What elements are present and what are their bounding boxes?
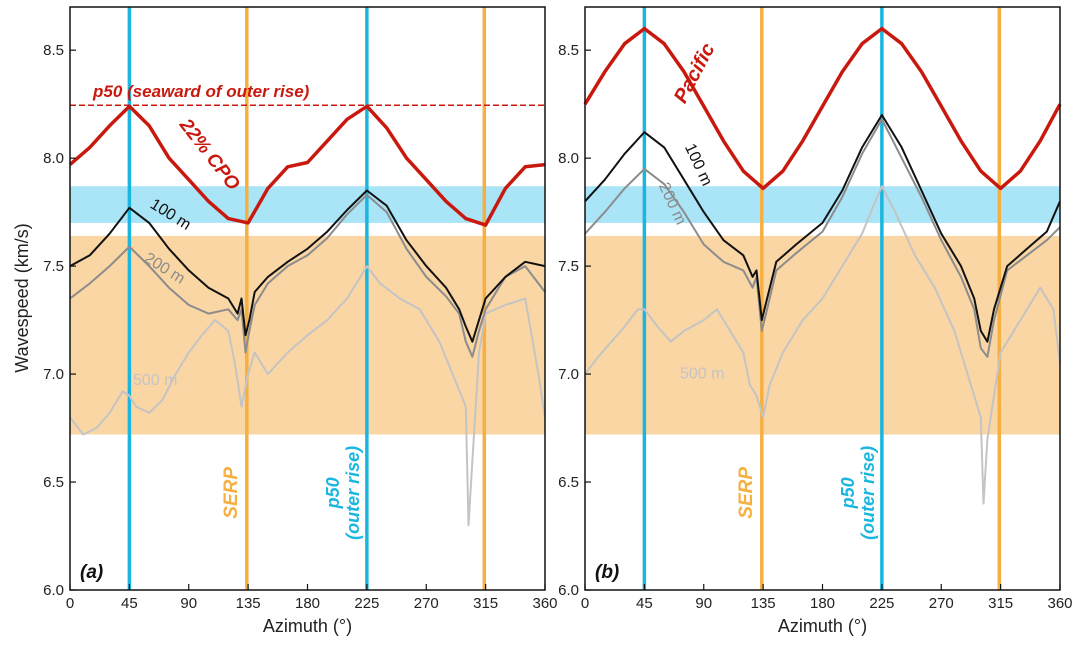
y-tick-label: 7.0 — [558, 366, 579, 383]
series-d500-line — [69, 265, 546, 527]
y-tick-label: 7.5 — [558, 258, 579, 275]
p50-outer-label: p50 — [323, 477, 343, 509]
x-tick-label: 0 — [581, 595, 589, 612]
x-tick-label: 225 — [354, 595, 379, 612]
y-axis-label: Wavespeed (km/s) — [12, 223, 32, 372]
x-tick-label: 180 — [810, 595, 835, 612]
x-tick-label: 225 — [869, 595, 894, 612]
x-tick-label: 360 — [532, 595, 557, 612]
y-tick-label: 6.0 — [43, 582, 64, 599]
x-tick-label: 0 — [66, 595, 74, 612]
cyan-band — [585, 186, 1060, 223]
x-tick-label: 135 — [236, 595, 261, 612]
x-axis-label: Azimuth (°) — [263, 616, 352, 636]
series-d200-line — [584, 118, 1061, 358]
y-tick-label: 8.0 — [43, 150, 64, 167]
x-axis-label: Azimuth (°) — [778, 616, 867, 636]
x-tick-label: 135 — [751, 595, 776, 612]
y-tick-label: 8.0 — [558, 150, 579, 167]
x-tick-label: 315 — [988, 595, 1013, 612]
x-tick-label: 180 — [295, 595, 320, 612]
series-d200-line — [69, 193, 546, 358]
y-tick-label: 6.5 — [43, 474, 64, 491]
x-tick-label: 45 — [636, 595, 653, 612]
p50-seaward-label: p50 (seaward of outer rise) — [92, 82, 310, 101]
panel-a-chart: 0 45 90 135 180 225 270 315 360 6.0 6.5 7.0 7.5 8.0 8.… — [43, 6, 558, 636]
outer-rise-label: (outer rise) — [858, 446, 878, 540]
x-tick-label: 270 — [929, 595, 954, 612]
serp-label: SERP — [221, 467, 242, 519]
y-tick-label: 7.0 — [43, 366, 64, 383]
depth-500-label: 500 m — [680, 365, 724, 382]
x-tick-label: 270 — [414, 595, 439, 612]
x-tick-label: 360 — [1047, 595, 1072, 612]
series-pacific-line — [583, 26, 1062, 191]
p50-outer-label: p50 — [838, 477, 858, 509]
panel-label: (a) — [80, 562, 103, 583]
x-tick-label: 90 — [180, 595, 197, 612]
series-cpo-line — [68, 104, 546, 227]
series-d100-line — [69, 189, 546, 343]
x-tick-label: 45 — [121, 595, 138, 612]
y-tick-label: 7.5 — [43, 258, 64, 275]
panel-label: (b) — [595, 562, 619, 583]
outer-rise-label: (outer rise) — [343, 446, 363, 540]
x-tick-label: 90 — [695, 595, 712, 612]
y-tick-label: 6.0 — [558, 582, 579, 599]
y-tick-label: 8.5 — [43, 42, 64, 59]
x-tick-label: 315 — [473, 595, 498, 612]
panel-b-chart: 0 45 90 135 180 225 270 315 360 6.0 6.5 7.0 7.5 8.0 8.… — [558, 6, 1073, 636]
serp-label: SERP — [736, 467, 757, 519]
y-tick-label: 8.5 — [558, 42, 579, 59]
series-d500-line — [584, 185, 1061, 505]
series-d100-line — [584, 114, 1061, 343]
depth-500-label: 500 m — [133, 372, 177, 389]
y-tick-label: 6.5 — [558, 474, 579, 491]
